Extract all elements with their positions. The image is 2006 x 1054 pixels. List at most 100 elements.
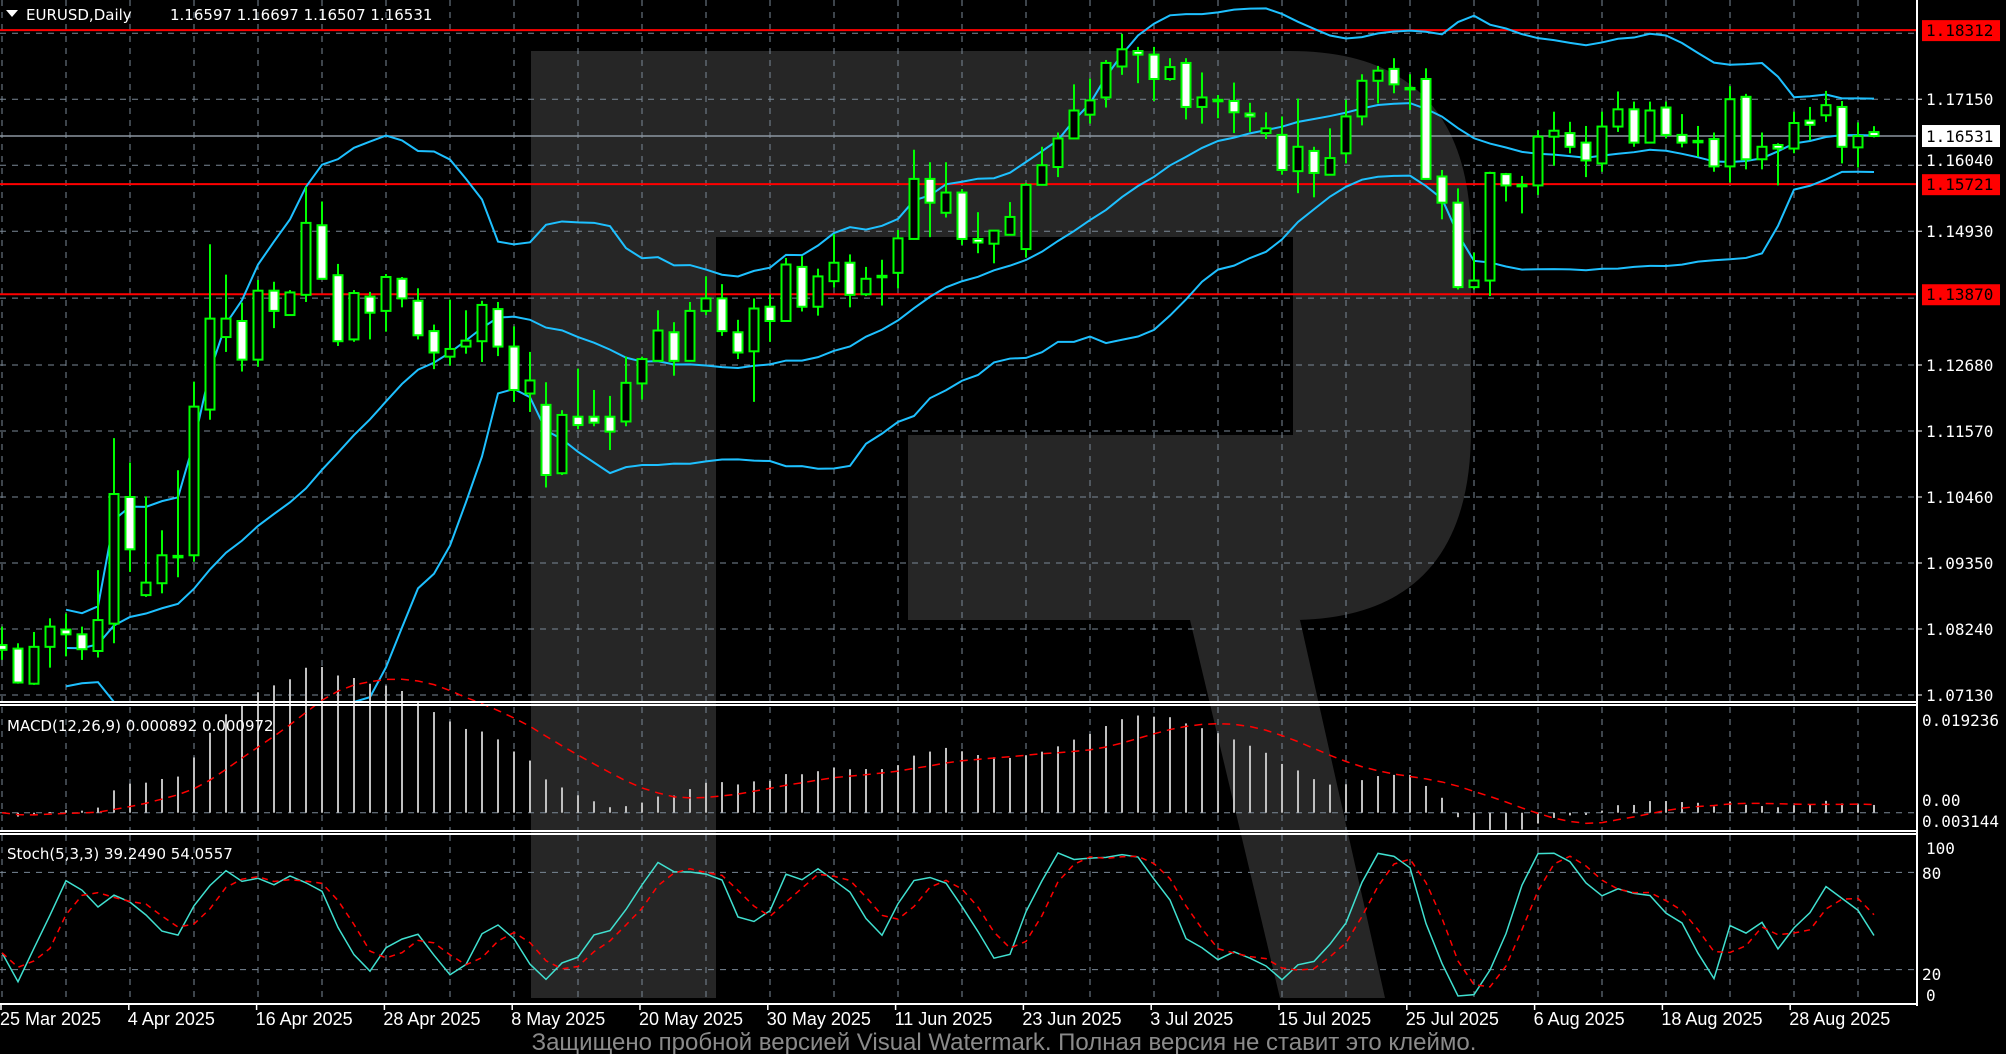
- candle-body-bull: [1340, 115, 1352, 155]
- candle: [1164, 58, 1176, 81]
- time-axis-label: 25 Mar 2025: [0, 1009, 101, 1029]
- candle: [1452, 188, 1464, 290]
- candle-body-bull: [748, 307, 760, 353]
- candle: [492, 301, 504, 357]
- candle: [988, 229, 1000, 264]
- candle-body-bear: [76, 633, 88, 651]
- candle: [764, 294, 776, 342]
- candle: [828, 234, 840, 288]
- time-axis-label: 15 Jul 2025: [1278, 1009, 1371, 1029]
- candle: [1324, 128, 1336, 176]
- candle-body-bear: [1388, 67, 1400, 86]
- level-price-label: 1.15721: [1926, 175, 1993, 194]
- time-axis-label: 23 Jun 2025: [1022, 1009, 1121, 1029]
- candle-body-bull: [108, 493, 120, 625]
- candle: [76, 626, 88, 660]
- candle-body-bear: [1420, 77, 1432, 180]
- candle-body-bear: [396, 277, 408, 300]
- candle: [236, 302, 248, 372]
- candle: [1724, 86, 1736, 183]
- candle: [316, 201, 328, 280]
- candle: [1804, 106, 1816, 141]
- candle: [1612, 91, 1624, 132]
- candle: [940, 162, 952, 218]
- candle: [1644, 101, 1656, 144]
- candle: [956, 188, 968, 245]
- candle: [700, 276, 712, 316]
- candle: [172, 470, 184, 578]
- candle-body-bear: [972, 237, 984, 244]
- candle-body-bear: [1868, 131, 1880, 138]
- candle: [1308, 146, 1320, 198]
- candle-body-bear: [1244, 112, 1256, 118]
- candle-body-bear: [764, 305, 776, 322]
- candle: [140, 496, 152, 597]
- candle-body-bull: [1036, 164, 1048, 186]
- candle-body-bear: [588, 415, 600, 424]
- candle-body-bull: [1004, 215, 1016, 236]
- candle: [348, 290, 360, 342]
- dropdown-triangle-icon[interactable]: [6, 10, 18, 17]
- candle: [220, 274, 232, 352]
- candle-body-bull: [1020, 183, 1032, 251]
- candle: [444, 299, 456, 366]
- stoch-signal-line: [1, 855, 1875, 988]
- bollinger-bands: [65, 7, 1875, 703]
- level-price-label: 1.18312: [1926, 21, 1993, 40]
- candle-body-bear: [716, 297, 728, 333]
- candle-body-bull: [1596, 125, 1608, 165]
- candle-body-bull: [700, 297, 712, 312]
- candle: [1500, 172, 1512, 202]
- candle: [748, 298, 760, 402]
- candle-body-bull: [92, 619, 104, 652]
- candle: [1436, 169, 1448, 220]
- candle: [1116, 33, 1128, 75]
- candle-body-bear: [60, 628, 72, 636]
- candle: [796, 256, 808, 312]
- candle-body-bear: [268, 289, 280, 312]
- candle-body-bear: [1580, 141, 1592, 162]
- time-axis-label: 8 May 2025: [511, 1009, 605, 1029]
- candle: [1468, 252, 1480, 290]
- candle-body-bear: [1452, 201, 1464, 289]
- bollinger-lower: [65, 170, 1875, 703]
- candle: [332, 263, 344, 346]
- candle-body-bear: [1308, 149, 1320, 174]
- candle-body-bear: [1500, 173, 1512, 187]
- candle-body-bear: [796, 265, 808, 308]
- candle: [1212, 95, 1224, 119]
- candle: [60, 613, 72, 657]
- candle: [1788, 111, 1800, 154]
- candle-body-bear: [540, 403, 552, 476]
- candle-body-bull: [348, 292, 360, 341]
- candle-body-bear: [0, 644, 8, 651]
- price-axis-label: 1.09350: [1926, 554, 1993, 573]
- candle-body-bear: [124, 495, 136, 551]
- time-axis-label: 6 Aug 2025: [1534, 1009, 1625, 1029]
- candle: [428, 324, 440, 370]
- candle: [476, 300, 488, 363]
- candle-body-bull: [1116, 48, 1128, 68]
- candle-body-bull: [1260, 127, 1272, 135]
- stoch-main-line: [1, 851, 1875, 997]
- candle-body-bull: [636, 358, 648, 385]
- candle: [0, 626, 8, 660]
- candle-body-bull: [1756, 145, 1768, 161]
- candle-body-bear: [1676, 133, 1688, 144]
- candle: [732, 319, 744, 360]
- candle: [396, 276, 408, 308]
- candle-body-bull: [812, 275, 824, 308]
- candle-body-bear: [492, 308, 504, 348]
- candle-body-bull: [1692, 139, 1704, 144]
- level-price-tag: [1922, 284, 2000, 306]
- candle: [1244, 102, 1256, 132]
- candle: [1532, 130, 1544, 195]
- time-axis-label: 28 Aug 2025: [1789, 1009, 1890, 1029]
- candle-body-bull: [876, 274, 888, 279]
- price-axis-label: 1.08240: [1926, 620, 1993, 639]
- candle: [1020, 183, 1032, 258]
- price-axis-label: 1.14930: [1926, 222, 1993, 241]
- candle-body-bear: [332, 274, 344, 343]
- candle: [12, 643, 24, 684]
